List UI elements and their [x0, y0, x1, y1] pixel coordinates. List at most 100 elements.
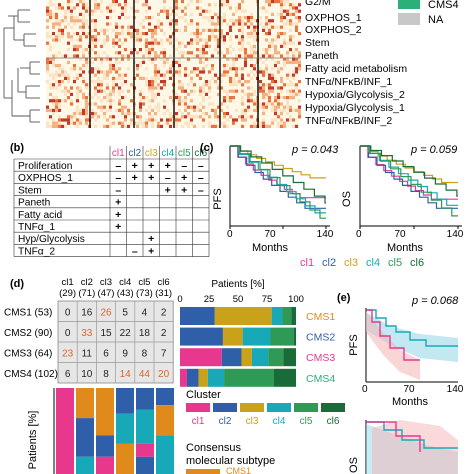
heatmap-cell [55, 70, 58, 74]
heatmap-cell [115, 70, 118, 74]
heatmap-cell [70, 25, 73, 29]
heatmap-cell [58, 28, 61, 32]
heatmap-cell [202, 124, 205, 128]
heatmap-cell [70, 12, 73, 16]
heatmap-cell [112, 3, 115, 7]
table-b-row-label: TNFα_1 [18, 222, 55, 233]
heatmap-cell [250, 96, 253, 100]
heatmap-cell [274, 51, 277, 55]
heatmap-cell [274, 60, 277, 64]
heatmap-cell [229, 44, 232, 48]
heatmap-cell [223, 115, 226, 119]
heatmap-cell [73, 19, 76, 23]
heatmap-cell [169, 70, 172, 74]
heatmap-cell [250, 19, 253, 23]
heatmap-cell [241, 38, 244, 42]
heatmap-cell [223, 67, 226, 71]
heatmap-cell [190, 76, 193, 80]
heatmap-cell [154, 28, 157, 32]
heatmap-cell [175, 70, 178, 74]
heatmap-cell [250, 99, 253, 103]
heatmap-cell [244, 57, 247, 61]
heatmap-cell [193, 83, 196, 87]
heatmap-cell [142, 76, 145, 80]
heatmap-cell [244, 51, 247, 55]
heatmap-cell [130, 51, 133, 55]
heatmap-cell [112, 28, 115, 32]
table-b-col-header: cl6 [194, 148, 207, 159]
heatmap-cell [64, 54, 67, 58]
heatmap-cell [199, 32, 202, 36]
table-b-cell: + [132, 172, 138, 184]
heatmap-cell [64, 92, 67, 96]
heatmap-cell [250, 48, 253, 52]
heatmap-cell [223, 99, 226, 103]
heatmap-cell [103, 38, 106, 42]
heatmap-cell [247, 99, 250, 103]
heatmap-cell [121, 96, 124, 100]
heatmap-cell [103, 112, 106, 116]
heatmap-cell [67, 9, 70, 13]
heatmap-cell [268, 99, 271, 103]
heatmap-cell [103, 115, 106, 119]
heatmap-cell [184, 70, 187, 74]
heatmap-cell [208, 83, 211, 87]
heatmap-cell [91, 48, 94, 52]
heatmap-cell [214, 38, 217, 42]
heatmap-cell [265, 25, 268, 29]
heatmap-cell [292, 54, 295, 58]
heatmap-cell [289, 96, 292, 100]
os-p-value: p = 0.059 [410, 144, 457, 156]
heatmap-cell [142, 124, 145, 128]
heatmap-cell [265, 48, 268, 52]
heatmap-cell [175, 60, 178, 64]
heatmap-cell [295, 86, 298, 90]
heatmap-cell [67, 115, 70, 119]
heatmap-cell [289, 108, 292, 112]
heatmap-cell [79, 12, 82, 16]
heatmap-cell [196, 28, 199, 32]
heatmap-cell [283, 64, 286, 68]
heatmap-cell [217, 41, 220, 45]
heatmap-cell [220, 73, 223, 77]
os-xtick-140: 140 [447, 229, 464, 240]
heatmap-cell [175, 22, 178, 26]
heatmap-cell [220, 19, 223, 23]
heatmap-cell [91, 19, 94, 23]
heatmap-cell [82, 108, 85, 112]
heatmap-cell [106, 38, 109, 42]
heatmap-cell [151, 86, 154, 90]
heatmap-cell [283, 96, 286, 100]
heatmap-cell [94, 22, 97, 26]
heatmap-cell [100, 0, 103, 4]
heatmap-cell [112, 64, 115, 68]
km-e2-curve-pink [366, 421, 421, 452]
table-d-cell: 16 [81, 307, 93, 318]
heatmap-cell [202, 44, 205, 48]
heatmap-cell [193, 105, 196, 109]
table-b-row-label: TNFα_2 [18, 246, 55, 257]
heatmap-cell [61, 73, 64, 77]
heatmap-cell [232, 76, 235, 80]
heatmap-cell [178, 102, 181, 106]
heatmap-cell [238, 76, 241, 80]
heatmap-cell [106, 9, 109, 13]
heatmap-cell [130, 121, 133, 125]
heatmap-cell [223, 64, 226, 68]
heatmap-cell [115, 57, 118, 61]
heatmap-cell [208, 86, 211, 90]
heatmap-cell [55, 99, 58, 103]
heatmap-cell [193, 108, 196, 112]
heatmap-cell [226, 89, 229, 93]
heatmap-cell [127, 108, 130, 112]
vertical-bar-segment [96, 435, 114, 457]
heatmap-cell [217, 16, 220, 20]
heatmap-row-label: Paneth [305, 50, 338, 62]
heatmap-legend: CMS4 NA [398, 0, 459, 26]
heatmap-cell [217, 51, 220, 55]
heatmap-cell [112, 89, 115, 93]
heatmap-cell [208, 89, 211, 93]
heatmap-cell [178, 86, 181, 90]
heatmap-cell [205, 9, 208, 13]
heatmap-cell [217, 76, 220, 80]
